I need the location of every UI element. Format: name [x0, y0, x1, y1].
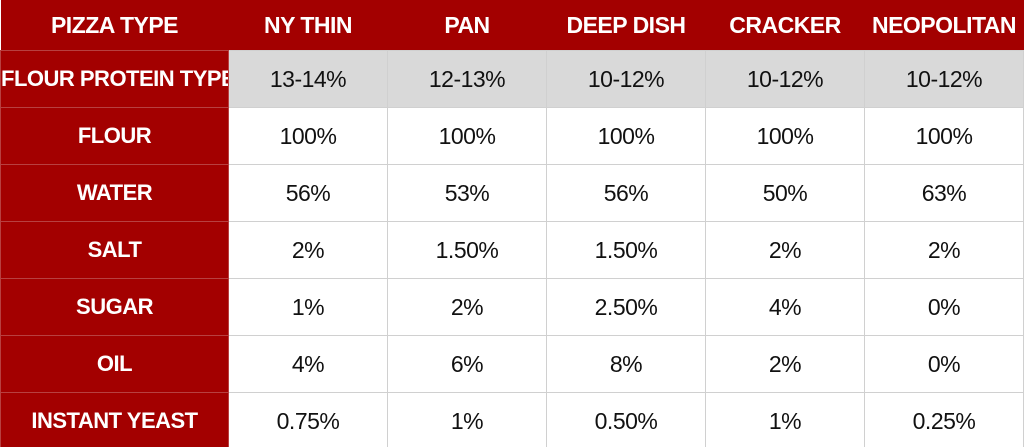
cell: 10-12%: [864, 50, 1024, 108]
cell: 2%: [864, 221, 1024, 279]
cell: 100%: [387, 107, 547, 165]
cell: 2%: [387, 278, 547, 336]
header-cell: PAN: [387, 0, 547, 51]
row-label: SALT: [0, 221, 229, 279]
cell: 0.75%: [228, 392, 388, 447]
cell: 0%: [864, 335, 1024, 393]
header-cell: NEOPOLITAN: [864, 0, 1024, 51]
cell: 10-12%: [705, 50, 865, 108]
row-label: FLOUR PROTEIN TYPE: [0, 50, 229, 108]
cell: 100%: [705, 107, 865, 165]
cell: 10-12%: [546, 50, 706, 108]
cell: 100%: [864, 107, 1024, 165]
cell: 53%: [387, 164, 547, 222]
cell: 0.50%: [546, 392, 706, 447]
cell: 2.50%: [546, 278, 706, 336]
header-cell: PIZZA TYPE: [0, 0, 229, 51]
cell: 13-14%: [228, 50, 388, 108]
cell: 0.25%: [864, 392, 1024, 447]
cell: 4%: [228, 335, 388, 393]
header-cell: CRACKER: [705, 0, 865, 51]
table-row: OIL 4% 6% 8% 2% 0%: [0, 335, 1024, 393]
row-label: SUGAR: [0, 278, 229, 336]
header-row: PIZZA TYPE NY THIN PAN DEEP DISH CRACKER NEOP…: [0, 0, 1024, 51]
cell: 1.50%: [546, 221, 706, 279]
cell: 6%: [387, 335, 547, 393]
cell: 56%: [228, 164, 388, 222]
cell: 12-13%: [387, 50, 547, 108]
table-row: SALT 2% 1.50% 1.50% 2% 2%: [0, 221, 1024, 279]
table-row: WATER 56% 53% 56% 50% 63%: [0, 164, 1024, 222]
cell: 56%: [546, 164, 706, 222]
cell: 2%: [228, 221, 388, 279]
cell: 1%: [705, 392, 865, 447]
row-label: INSTANT YEAST: [0, 392, 229, 447]
row-label: FLOUR: [0, 107, 229, 165]
cell: 2%: [705, 335, 865, 393]
cell: 1%: [387, 392, 547, 447]
cell: 100%: [228, 107, 388, 165]
cell: 2%: [705, 221, 865, 279]
header-cell: NY THIN: [228, 0, 388, 51]
cell: 100%: [546, 107, 706, 165]
cell: 1%: [228, 278, 388, 336]
cell: 63%: [864, 164, 1024, 222]
header-cell: DEEP DISH: [546, 0, 706, 51]
row-label: OIL: [0, 335, 229, 393]
table-row: FLOUR 100% 100% 100% 100% 100%: [0, 107, 1024, 165]
table-row: SUGAR 1% 2% 2.50% 4% 0%: [0, 278, 1024, 336]
cell: 1.50%: [387, 221, 547, 279]
table-row: INSTANT YEAST 0.75% 1% 0.50% 1% 0.25%: [0, 392, 1024, 447]
cell: 4%: [705, 278, 865, 336]
cell: 8%: [546, 335, 706, 393]
table-row: FLOUR PROTEIN TYPE 13-14% 12-13% 10-12% 10-1…: [0, 50, 1024, 108]
cell: 0%: [864, 278, 1024, 336]
cell: 50%: [705, 164, 865, 222]
row-label: WATER: [0, 164, 229, 222]
